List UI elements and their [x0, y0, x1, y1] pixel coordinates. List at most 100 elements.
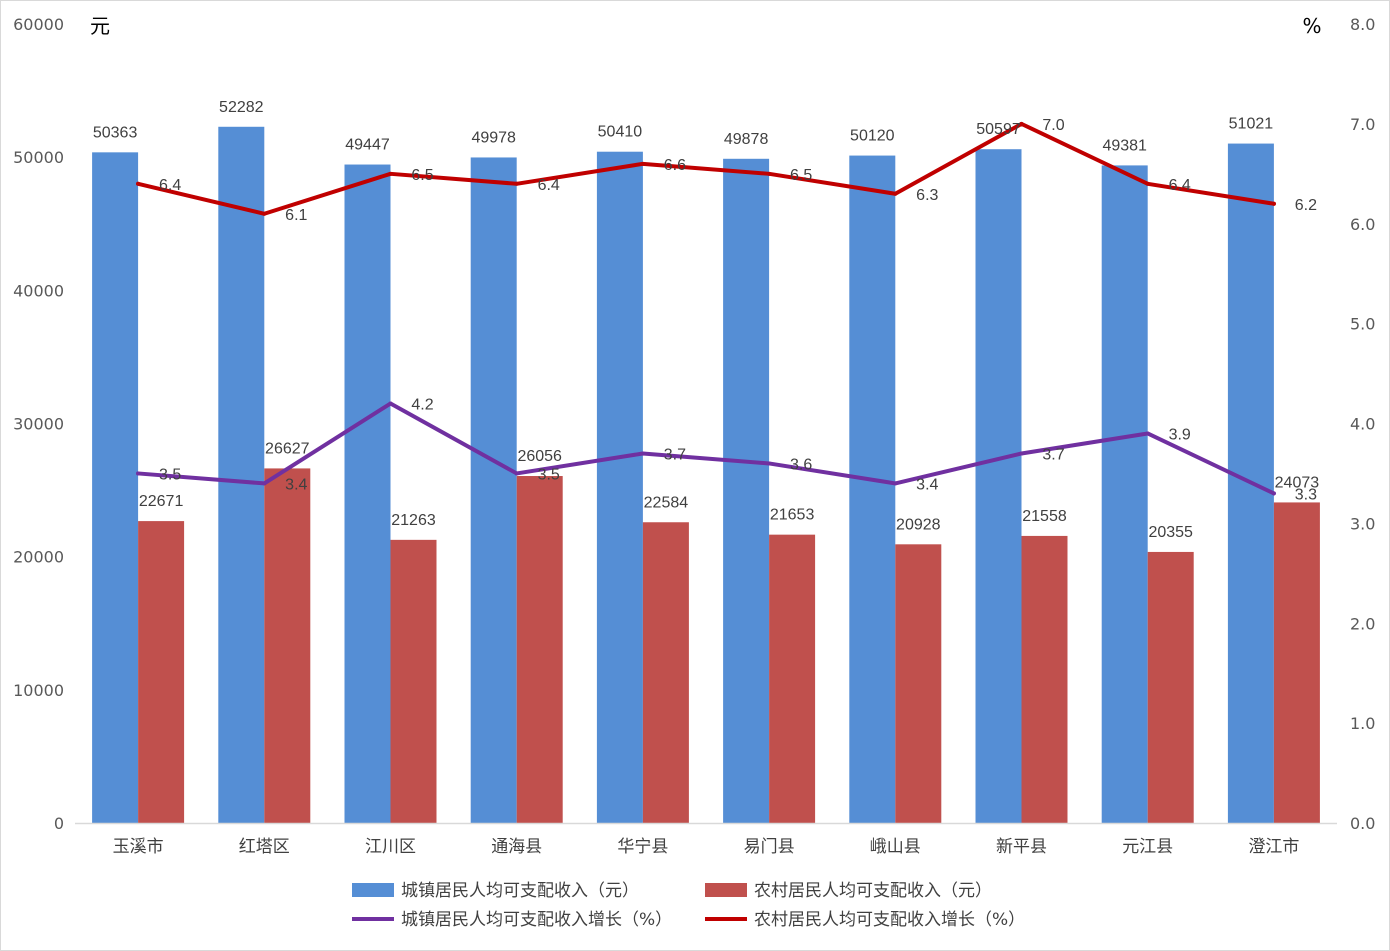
right-tick-label: 3.0 [1350, 514, 1375, 533]
legend-label: 农村居民人均可支配收入（元） [754, 881, 992, 901]
right-tick-label: 2.0 [1350, 614, 1375, 633]
left-tick-label: 10000 [13, 681, 64, 700]
urban-income-label: 51021 [1229, 116, 1274, 133]
rural-growth-label: 6.2 [1295, 197, 1317, 214]
urban-growth-label: 3.7 [1042, 446, 1064, 463]
rural-income-label: 24073 [1275, 474, 1320, 491]
legend-swatch [352, 883, 394, 897]
legend-label: 城镇居民人均可支配收入增长（%） [401, 910, 672, 930]
rural-income-label: 21263 [391, 512, 436, 529]
urban-growth-label: 4.2 [411, 397, 433, 414]
labels-layer: 50363 52282 49447 49978 50410 49878 50120 50597… [93, 99, 1319, 541]
urban-growth-label: 3.6 [790, 456, 812, 473]
rural-growth-point [136, 181, 141, 186]
urban-growth-label: 3.5 [159, 466, 181, 483]
urban-income-label: 49878 [724, 131, 769, 148]
rural-growth-point [1145, 181, 1150, 186]
rural-growth-label: 6.1 [285, 207, 307, 224]
urban-growth-point [136, 471, 141, 476]
left-axis-unit: 元 [90, 14, 110, 38]
left-tick-label: 20000 [13, 548, 64, 567]
urban-growth-label: 3.4 [285, 476, 307, 493]
rural-growth-line [136, 121, 1276, 216]
urban-income-label: 49447 [345, 137, 390, 154]
urban-growth-point [1271, 491, 1276, 496]
urban-income-label: 49381 [1102, 137, 1147, 154]
rural-income-label: 20355 [1148, 524, 1193, 541]
left-tick-label: 0 [54, 814, 64, 833]
legend-urban-growth: 城镇居民人均可支配收入增长（%） [352, 910, 672, 930]
rural-growth-label: 6.6 [664, 157, 686, 174]
urban-income-bar [92, 152, 139, 824]
rural-income-bar [1147, 551, 1194, 823]
bars-layer [92, 126, 1320, 824]
right-tick-label: 0.0 [1350, 814, 1375, 833]
right-tick-label: 7.0 [1350, 115, 1375, 134]
legend-label: 农村居民人均可支配收入增长（%） [754, 910, 1025, 930]
rural-income-bar [895, 544, 942, 823]
urban-growth-point [1145, 431, 1150, 436]
urban-income-label: 50410 [598, 124, 643, 141]
urban-income-bar [723, 158, 770, 823]
rural-growth-label: 6.4 [159, 177, 181, 194]
rural-growth-point [388, 171, 393, 176]
rural-income-bar [1021, 535, 1068, 823]
urban-growth-label: 3.4 [916, 476, 938, 493]
urban-growth-point [767, 461, 772, 466]
urban-income-label: 50597 [976, 121, 1021, 138]
rural-growth-label: 6.4 [1169, 177, 1191, 194]
rural-growth-point [1019, 121, 1024, 126]
rural-income-label: 21558 [1022, 508, 1067, 525]
urban-income-bar [1101, 165, 1148, 824]
rural-income-bar [138, 521, 185, 823]
lines-layer [136, 121, 1276, 496]
rural-income-bar [642, 522, 689, 823]
category-label: 江川区 [365, 837, 416, 857]
right-axis-unit: % [1302, 14, 1321, 38]
urban-income-label: 52282 [219, 99, 264, 116]
category-label: 红塔区 [239, 837, 290, 857]
left-tick-label: 40000 [13, 281, 64, 300]
right-tick-label: 6.0 [1350, 215, 1375, 234]
legend-rural-growth: 农村居民人均可支配收入增长（%） [705, 910, 1025, 930]
rural-growth-label: 7.0 [1042, 117, 1064, 134]
urban-income-bar [849, 155, 896, 823]
category-label: 易门县 [744, 837, 795, 857]
rural-growth-label: 6.4 [538, 177, 560, 194]
urban-income-bar [596, 151, 643, 823]
rural-income-label: 20928 [896, 516, 941, 533]
legend-rural-income: 农村居民人均可支配收入（元） [705, 881, 992, 901]
urban-growth-point [893, 481, 898, 486]
urban-income-label: 50120 [850, 128, 895, 145]
rural-income-bar [516, 476, 563, 823]
category-label: 华宁县 [617, 837, 668, 857]
urban-growth-line [136, 401, 1276, 496]
urban-growth-point [514, 471, 519, 476]
rural-income-label: 22584 [644, 494, 689, 511]
urban-growth-label: 3.9 [1169, 426, 1191, 443]
rural-income-label: 22671 [139, 493, 184, 510]
left-tick-label: 30000 [13, 415, 64, 434]
left-tick-label: 50000 [13, 148, 64, 167]
rural-growth-point [262, 211, 267, 216]
category-label: 玉溪市 [113, 837, 164, 857]
right-tick-label: 4.0 [1350, 415, 1375, 434]
urban-income-label: 49978 [471, 129, 516, 146]
urban-growth-label: 3.7 [664, 446, 686, 463]
category-label: 通海县 [491, 837, 542, 857]
rural-growth-point [1271, 201, 1276, 206]
category-label: 峨山县 [870, 837, 921, 857]
legend-label: 城镇居民人均可支配收入（元） [401, 881, 639, 901]
urban-income-bar [470, 157, 517, 823]
urban-growth-point [640, 451, 645, 456]
urban-growth-point [262, 481, 267, 486]
right-tick-label: 5.0 [1350, 315, 1375, 334]
rural-growth-point [514, 181, 519, 186]
legend-swatch [705, 883, 747, 897]
urban-income-bar [975, 149, 1022, 823]
legend: 城镇居民人均可支配收入（元） 农村居民人均可支配收入（元） 城镇居民人均可支配收入增… [352, 881, 1025, 930]
category-label: 新平县 [996, 837, 1047, 857]
urban-growth-label: 3.3 [1295, 486, 1317, 503]
